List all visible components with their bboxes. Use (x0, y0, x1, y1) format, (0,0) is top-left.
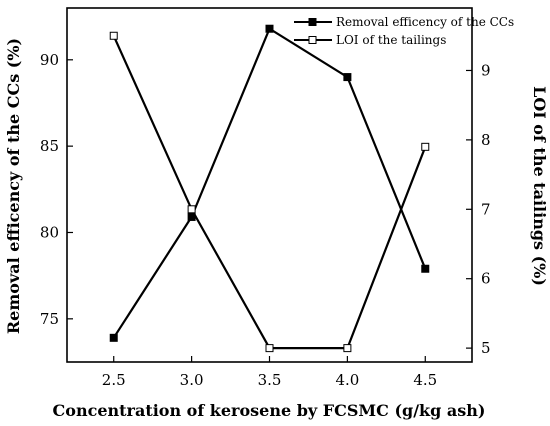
series-0-point-2 (265, 24, 274, 33)
x-axis-title: Concentration of kerosene by FCSMC (g/kg… (53, 401, 486, 420)
series-0-point-0 (109, 333, 118, 342)
x-tick-label-0: 2.5 (102, 371, 126, 389)
y-left-tick-label-0: 75 (40, 310, 59, 328)
y-right-tick-label-2: 7 (481, 200, 491, 218)
y-left-tick-label-3: 90 (40, 51, 59, 69)
legend-marker-loi (308, 36, 317, 44)
y-left-tick-label-1: 80 (40, 223, 59, 241)
left-y-axis-title: Removal efficency of the CCs (%) (4, 38, 23, 334)
y-right-tick-label-3: 8 (481, 131, 491, 149)
series-1-point-0 (109, 31, 118, 40)
legend-label-removal: Removal efficency of the CCs (336, 15, 514, 29)
y-left-tick-label-2: 85 (40, 137, 59, 155)
y-right-tick-label-1: 6 (481, 270, 491, 288)
y-right-tick-label-0: 5 (481, 339, 491, 357)
y-right-tick-label-4: 9 (481, 61, 491, 79)
series-1-point-1 (187, 205, 196, 214)
series-1-point-2 (265, 344, 274, 353)
x-tick-label-3: 4.0 (335, 371, 359, 389)
legend: Removal efficency of the CCs LOI of the … (294, 15, 514, 47)
x-tick-label-1: 3.0 (180, 371, 204, 389)
x-tick-label-4: 4.5 (413, 371, 437, 389)
series-lines (112, 27, 427, 350)
legend-label-loi: LOI of the tailings (336, 33, 446, 47)
series-1-point-3 (343, 344, 352, 353)
series-0-point-3 (343, 73, 352, 82)
legend-marker-removal (308, 18, 317, 26)
series-0-point-1 (187, 212, 196, 221)
right-y-axis-title: LOI of the tailings (%) (530, 86, 549, 286)
series-1-point-4 (421, 142, 430, 151)
series-line-0 (112, 27, 427, 339)
legend-item-loi: LOI of the tailings (294, 33, 446, 47)
x-tick-label-2: 3.5 (258, 371, 282, 389)
series-0-point-4 (421, 264, 430, 273)
axis-tick-labels: 2.5 3.0 3.5 4.0 4.5 75 80 85 90 5 6 7 8 9 (40, 51, 491, 389)
legend-item-removal: Removal efficency of the CCs (294, 15, 514, 29)
series-line-1 (112, 35, 427, 350)
axis-ticks (67, 59, 472, 362)
series-markers (109, 24, 430, 353)
